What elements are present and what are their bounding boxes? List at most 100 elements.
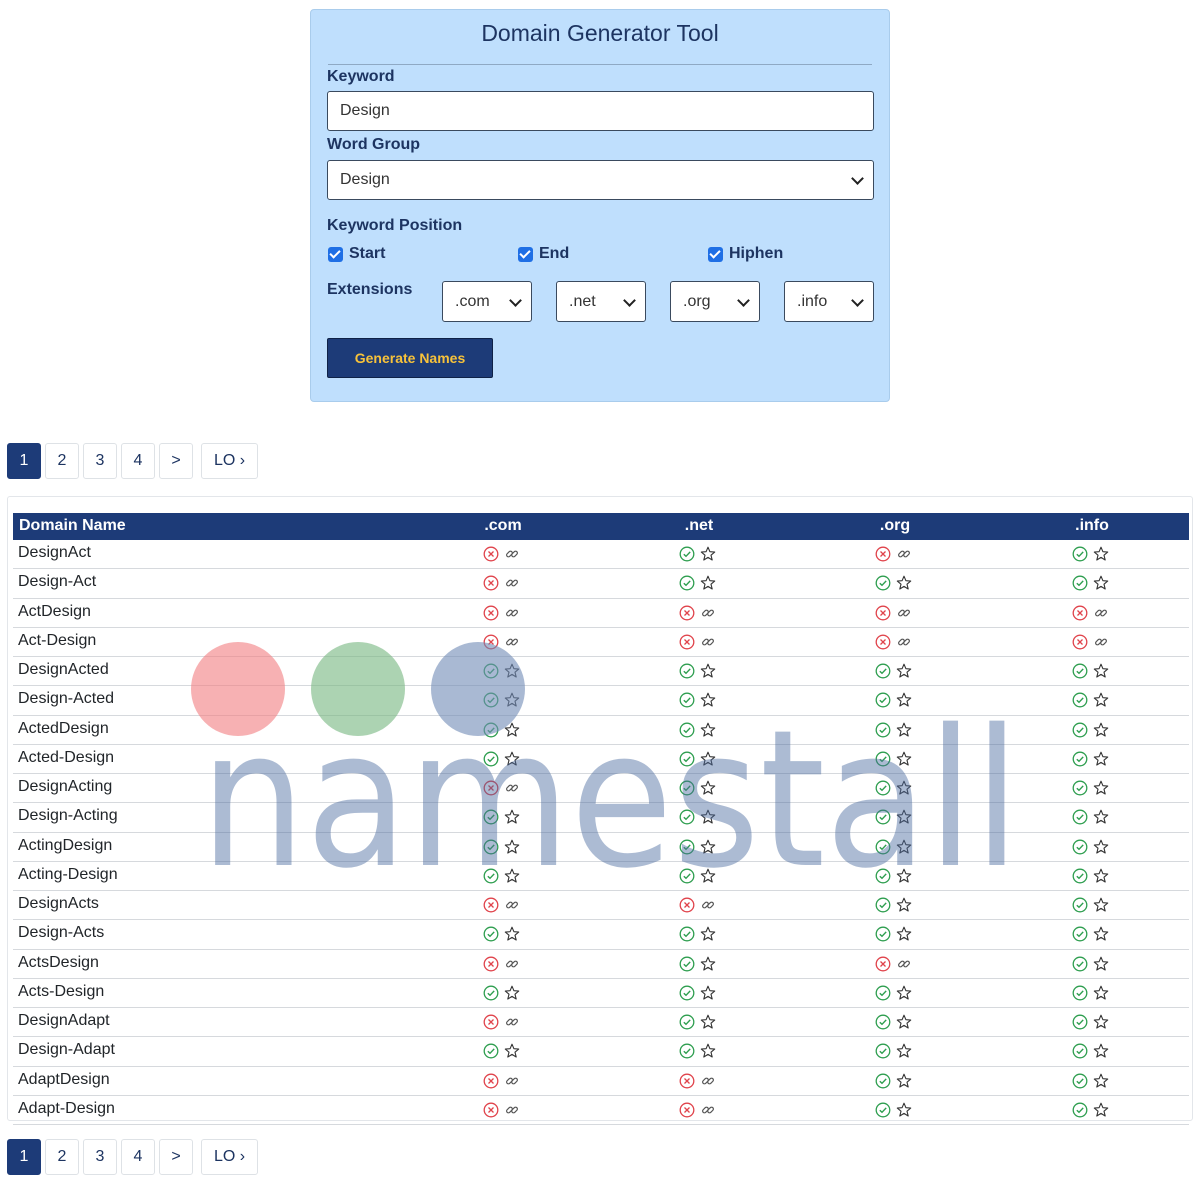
link-icon[interactable] xyxy=(896,956,912,977)
star-icon[interactable] xyxy=(1093,956,1109,977)
star-icon[interactable] xyxy=(896,722,912,743)
link-icon[interactable] xyxy=(504,605,520,626)
page-button-4[interactable]: 4 xyxy=(121,443,155,479)
link-icon[interactable] xyxy=(504,780,520,801)
checkbox-checked-icon[interactable] xyxy=(328,246,343,262)
star-icon[interactable] xyxy=(1093,926,1109,947)
next-page-button[interactable]: > xyxy=(159,1139,193,1175)
checkbox-checked-icon[interactable] xyxy=(708,246,723,262)
position-end-checkbox[interactable]: End xyxy=(518,245,569,263)
position-start-checkbox[interactable]: Start xyxy=(328,245,385,263)
star-icon[interactable] xyxy=(896,1014,912,1035)
link-icon[interactable] xyxy=(1093,605,1109,626)
page-button-4[interactable]: 4 xyxy=(121,1139,155,1175)
star-icon[interactable] xyxy=(700,546,716,567)
star-icon[interactable] xyxy=(896,868,912,889)
star-icon[interactable] xyxy=(504,663,520,684)
generate-names-button[interactable]: Generate Names xyxy=(327,338,493,378)
star-icon[interactable] xyxy=(896,926,912,947)
star-icon[interactable] xyxy=(504,1043,520,1064)
star-icon[interactable] xyxy=(896,839,912,860)
star-icon[interactable] xyxy=(896,575,912,596)
star-icon[interactable] xyxy=(504,839,520,860)
link-icon[interactable] xyxy=(504,575,520,596)
checkbox-checked-icon[interactable] xyxy=(518,246,533,262)
link-icon[interactable] xyxy=(700,1073,716,1094)
link-icon[interactable] xyxy=(700,605,716,626)
star-icon[interactable] xyxy=(1093,692,1109,713)
star-icon[interactable] xyxy=(1093,546,1109,567)
position-hiphen-checkbox[interactable]: Hiphen xyxy=(708,245,783,263)
page-button-1[interactable]: 1 xyxy=(7,443,41,479)
extension-select-org[interactable]: .org xyxy=(670,281,760,322)
extension-select-net[interactable]: .net xyxy=(556,281,646,322)
link-icon[interactable] xyxy=(700,897,716,918)
word-group-select[interactable]: Design xyxy=(327,160,874,200)
star-icon[interactable] xyxy=(1093,1073,1109,1094)
star-icon[interactable] xyxy=(504,692,520,713)
star-icon[interactable] xyxy=(896,692,912,713)
star-icon[interactable] xyxy=(504,868,520,889)
extension-select-com[interactable]: .com xyxy=(442,281,532,322)
star-icon[interactable] xyxy=(896,751,912,772)
next-page-button[interactable]: > xyxy=(159,443,193,479)
star-icon[interactable] xyxy=(1093,751,1109,772)
star-icon[interactable] xyxy=(1093,897,1109,918)
star-icon[interactable] xyxy=(700,663,716,684)
star-icon[interactable] xyxy=(700,722,716,743)
star-icon[interactable] xyxy=(700,692,716,713)
star-icon[interactable] xyxy=(1093,663,1109,684)
star-icon[interactable] xyxy=(504,985,520,1006)
star-icon[interactable] xyxy=(1093,1043,1109,1064)
star-icon[interactable] xyxy=(896,985,912,1006)
link-icon[interactable] xyxy=(504,956,520,977)
link-icon[interactable] xyxy=(700,1102,716,1123)
star-icon[interactable] xyxy=(1093,575,1109,596)
page-button-1[interactable]: 1 xyxy=(7,1139,41,1175)
star-icon[interactable] xyxy=(896,897,912,918)
star-icon[interactable] xyxy=(700,809,716,830)
keyword-input[interactable]: Design xyxy=(327,91,874,131)
star-icon[interactable] xyxy=(700,1014,716,1035)
star-icon[interactable] xyxy=(504,722,520,743)
page-button-3[interactable]: 3 xyxy=(83,1139,117,1175)
link-icon[interactable] xyxy=(504,1102,520,1123)
star-icon[interactable] xyxy=(896,780,912,801)
star-icon[interactable] xyxy=(700,1043,716,1064)
link-icon[interactable] xyxy=(1093,634,1109,655)
star-icon[interactable] xyxy=(896,663,912,684)
star-icon[interactable] xyxy=(504,926,520,947)
star-icon[interactable] xyxy=(700,839,716,860)
extension-select-info[interactable]: .info xyxy=(784,281,874,322)
star-icon[interactable] xyxy=(700,575,716,596)
link-icon[interactable] xyxy=(700,634,716,655)
page-button-3[interactable]: 3 xyxy=(83,443,117,479)
star-icon[interactable] xyxy=(700,926,716,947)
star-icon[interactable] xyxy=(1093,1014,1109,1035)
star-icon[interactable] xyxy=(700,956,716,977)
star-icon[interactable] xyxy=(700,868,716,889)
star-icon[interactable] xyxy=(1093,722,1109,743)
star-icon[interactable] xyxy=(1093,868,1109,889)
link-icon[interactable] xyxy=(504,1073,520,1094)
star-icon[interactable] xyxy=(700,780,716,801)
star-icon[interactable] xyxy=(1093,780,1109,801)
link-icon[interactable] xyxy=(504,634,520,655)
star-icon[interactable] xyxy=(504,751,520,772)
star-icon[interactable] xyxy=(700,985,716,1006)
last-page-button[interactable]: LO › xyxy=(201,1139,259,1175)
page-button-2[interactable]: 2 xyxy=(45,1139,79,1175)
star-icon[interactable] xyxy=(1093,985,1109,1006)
star-icon[interactable] xyxy=(1093,809,1109,830)
last-page-button[interactable]: LO › xyxy=(201,443,259,479)
link-icon[interactable] xyxy=(504,897,520,918)
link-icon[interactable] xyxy=(896,546,912,567)
star-icon[interactable] xyxy=(896,1073,912,1094)
star-icon[interactable] xyxy=(504,809,520,830)
star-icon[interactable] xyxy=(1093,1102,1109,1123)
page-button-2[interactable]: 2 xyxy=(45,443,79,479)
star-icon[interactable] xyxy=(700,751,716,772)
link-icon[interactable] xyxy=(896,634,912,655)
star-icon[interactable] xyxy=(896,1102,912,1123)
star-icon[interactable] xyxy=(1093,839,1109,860)
